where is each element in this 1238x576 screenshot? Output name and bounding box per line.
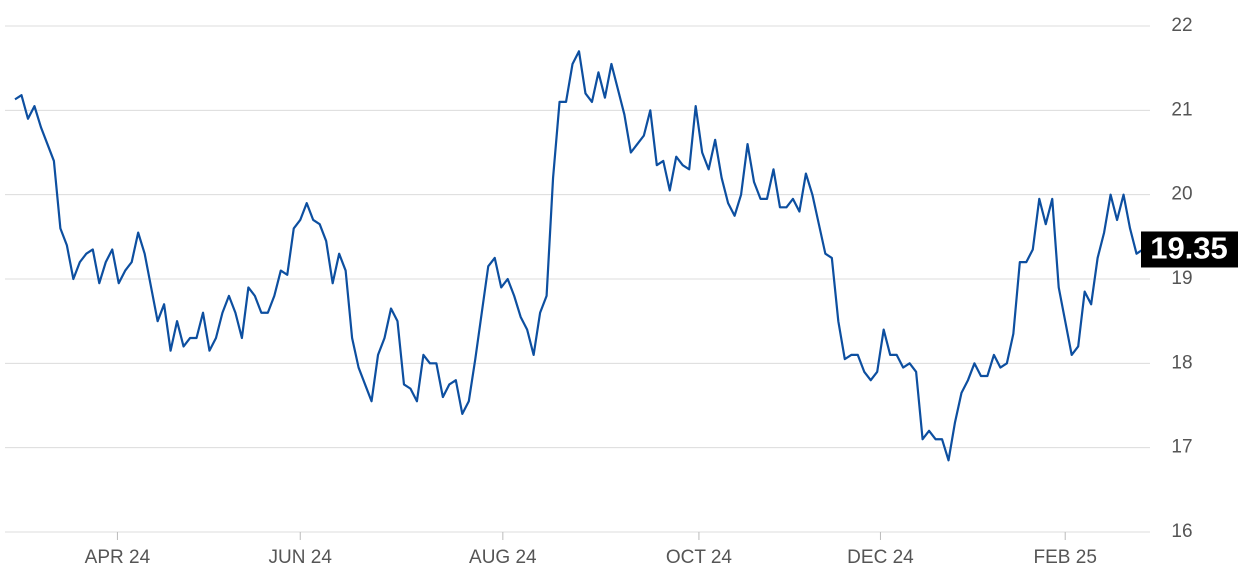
y-tick-label: 16: [1171, 521, 1192, 542]
y-tick-label: 20: [1171, 184, 1192, 205]
y-tick-label: 18: [1171, 352, 1192, 373]
price-line: [14, 50, 1144, 462]
last-value-box: [1141, 231, 1238, 268]
y-tick-label: 19: [1171, 268, 1192, 289]
x-tick-label: DEC 24: [847, 547, 914, 568]
x-tick-label: AUG 24: [469, 547, 537, 568]
y-tick-label: 17: [1171, 437, 1192, 458]
x-tick-label: APR 24: [85, 547, 151, 568]
x-tick-label: JUN 24: [269, 547, 333, 568]
x-tick-label: OCT 24: [666, 547, 733, 568]
x-tick-label: FEB 25: [1034, 547, 1097, 568]
last-value-label: 19.35: [1150, 231, 1228, 266]
y-tick-label: 21: [1171, 99, 1192, 120]
y-tick-label: 22: [1171, 15, 1192, 36]
